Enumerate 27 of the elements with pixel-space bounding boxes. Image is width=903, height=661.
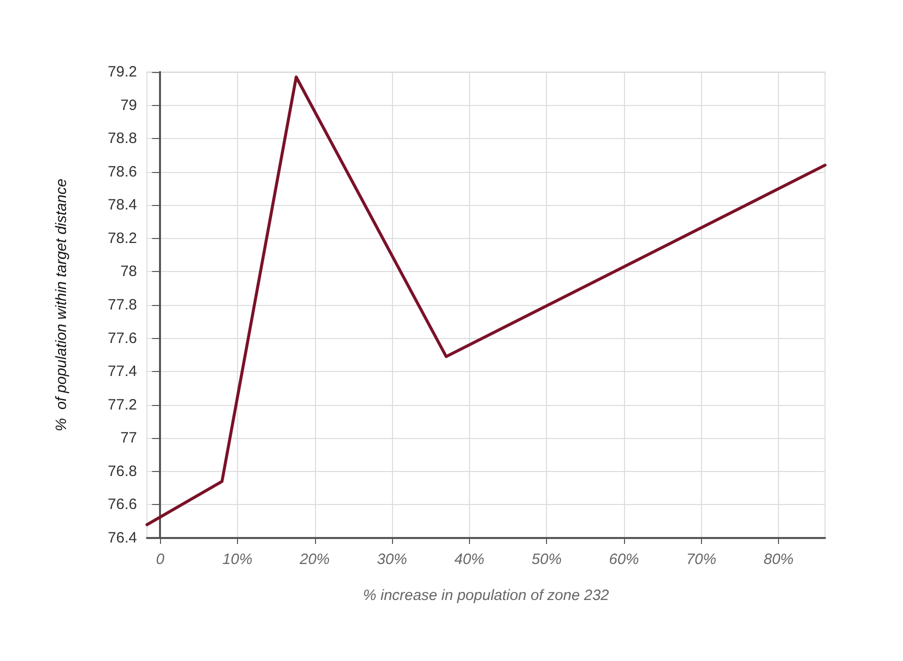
y-tick-label: 77.8 bbox=[108, 296, 137, 314]
y-axis-title: % of population within target distance bbox=[53, 178, 70, 432]
y-tick-label: 76.4 bbox=[108, 530, 137, 546]
y-tick-label: 78.2 bbox=[108, 230, 137, 247]
y-tick-label: 78.6 bbox=[108, 163, 137, 180]
y-tick-label: 77.6 bbox=[108, 330, 137, 347]
y-tick-label: 76.6 bbox=[108, 496, 137, 514]
x-tick-label: 20% bbox=[298, 551, 330, 568]
y-tick-label: 77.4 bbox=[108, 363, 137, 380]
y-tick-label: 79 bbox=[120, 96, 137, 114]
y-tick-label: 79.2 bbox=[108, 64, 137, 80]
line-series bbox=[146, 75, 826, 526]
y-tick-label: 78.4 bbox=[108, 196, 137, 214]
y-tick-label: 77.2 bbox=[108, 396, 137, 414]
x-tick-label: 30% bbox=[377, 551, 408, 568]
y-tick-label: 78 bbox=[120, 263, 137, 280]
x-tick-label: 70% bbox=[686, 551, 716, 568]
y-tick-label: 77 bbox=[120, 430, 137, 447]
x-tick-label: 50% bbox=[532, 551, 562, 568]
x-tick-label: 60% bbox=[608, 551, 640, 568]
x-tick-label: 10% bbox=[222, 551, 252, 568]
x-tick-label: 0 bbox=[156, 551, 165, 568]
x-tick-label: 40% bbox=[454, 551, 484, 568]
x-axis-title: % increase in population of zone 232 bbox=[362, 587, 610, 604]
x-tick-label: 80% bbox=[764, 551, 794, 568]
y-tick-label: 78.8 bbox=[108, 130, 137, 148]
y-tick-label: 76.8 bbox=[108, 462, 137, 480]
